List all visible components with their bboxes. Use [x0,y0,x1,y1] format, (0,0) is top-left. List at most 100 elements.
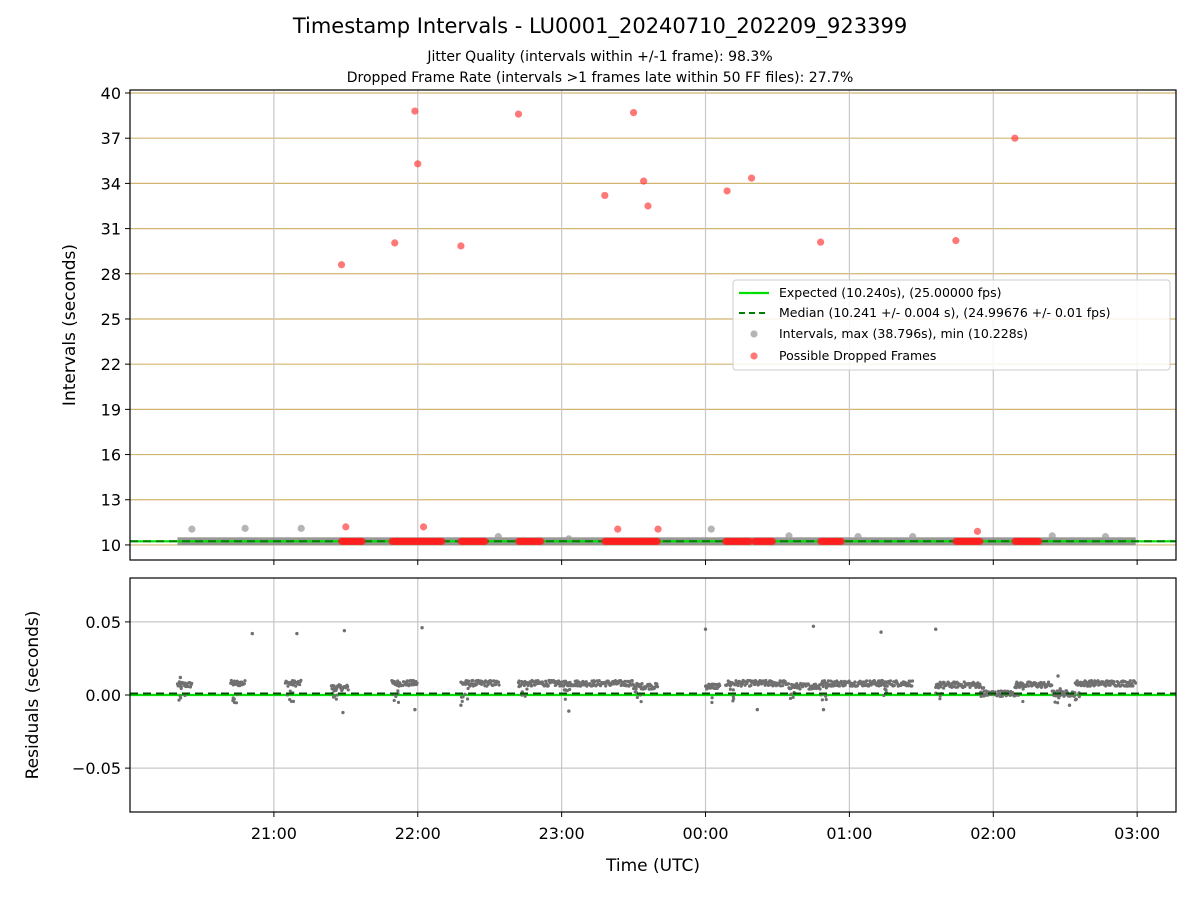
residual-point [562,688,566,692]
residual-point [1014,686,1018,690]
y-axis-label: Intervals (seconds) [60,244,80,406]
residual-point [1011,690,1015,695]
residual-point [394,694,398,699]
residual-point [853,680,857,684]
dropped-frame-point [481,537,489,545]
dropped-frame-point [1035,537,1043,545]
residual-point [732,697,736,701]
legend: Expected (10.240s), (25.00000 fps) Median… [732,279,1171,371]
y-tick-label: 0.00 [85,686,121,705]
residual-point [979,694,983,698]
residual-point [295,631,299,636]
residual-point [882,693,886,698]
residual-point [938,694,942,698]
residual-point [613,678,617,683]
residual-point [623,679,627,683]
residual-point [818,687,822,691]
residual-point [936,686,941,690]
residual-point [755,707,760,712]
residual-point [849,681,853,685]
residual-point [731,694,735,698]
residual-point [639,700,643,704]
residual-point [334,697,338,701]
legend-dropped-swatch [750,352,758,360]
residual-point [1018,685,1022,689]
residual-point [1056,674,1060,678]
residual-point [655,685,660,689]
residual-point [878,683,882,688]
top-axes-frame [129,89,1177,561]
residual-point [951,684,955,689]
residual-point [459,703,463,707]
residual-point [494,682,498,686]
dropped-frame-point [768,537,777,545]
residual-point [1128,679,1132,683]
y-tick-label: 25 [101,310,121,329]
y-tick-label: 37 [101,129,121,148]
residual-point [332,689,336,693]
y-tick-label: 34 [101,174,121,193]
residual-point [291,699,296,703]
residual-point [820,698,824,702]
residual-point [766,683,770,688]
residual-point [466,686,470,691]
residual-point [1067,703,1072,707]
residual-point [242,682,246,686]
dropped-frame-point [976,537,984,545]
residual-point [837,684,841,688]
residual-point [788,696,793,701]
residual-point [706,685,710,689]
residual-point [299,678,303,683]
residual-point [415,681,419,685]
residual-point [745,681,749,686]
y-tick-label: 16 [101,446,121,465]
residual-point [791,695,795,699]
residual-point [409,678,413,683]
residual-point [474,682,479,687]
residual-point [1033,681,1038,685]
residual-point [864,679,869,683]
residual-point [346,685,350,689]
residual-point [635,695,639,700]
residual-point [497,683,501,687]
dropped-frame-point [438,537,446,545]
residual-point [597,679,601,683]
residual-point [465,697,470,701]
residual-point [968,685,972,689]
residual-point [232,697,236,701]
dropped-frame-point [837,537,845,545]
residual-point [638,685,643,689]
residual-point [824,686,828,690]
y-tick-label: 31 [101,220,121,239]
dropped-frame-point [411,107,419,115]
residual-point [342,628,347,633]
residual-point [467,679,471,683]
residual-point [517,679,521,683]
residual-point [1050,683,1054,687]
residual-point [591,684,595,688]
residual-point [749,683,753,688]
y-tick-label: 40 [101,84,121,103]
x-tick-label: 03:00 [1114,824,1160,843]
residual-point [463,692,467,696]
residual-point [459,695,464,699]
residual-point [872,679,876,683]
residual-point [826,679,830,683]
legend-box [732,279,1171,371]
dropped-frame-point [644,202,652,210]
residual-point [824,694,828,698]
residual-point [789,692,793,696]
residual-point [978,682,982,686]
residual-point [566,684,570,688]
x-tick-label: 23:00 [539,824,585,843]
residual-point [1131,684,1135,688]
residual-point [910,684,914,688]
residual-point [840,680,844,684]
residual-point [883,684,887,688]
residual-point [824,697,828,702]
residual-point [868,679,872,683]
residual-point [470,678,475,683]
residual-point [1000,694,1004,698]
dropped-frame-point [723,187,731,195]
residual-point [634,687,638,691]
